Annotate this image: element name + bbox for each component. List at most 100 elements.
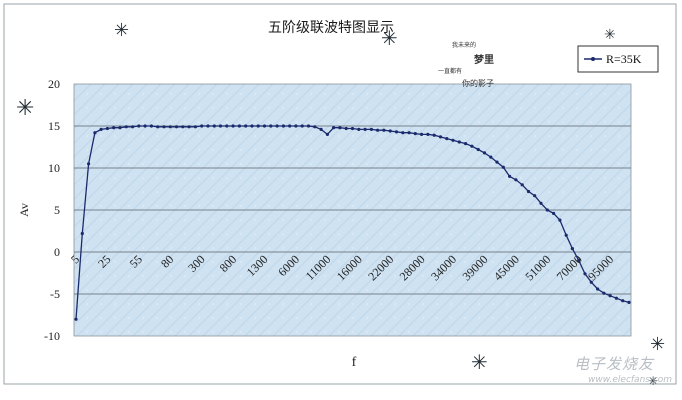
legend-label: R=35K [606,52,642,66]
snowflake-icon: ✳ [604,27,616,43]
data-point [596,287,600,291]
legend-marker [591,57,595,61]
data-point [294,124,298,128]
data-point [118,126,122,130]
snowflake-icon: ✳ [16,96,35,121]
data-point [627,300,631,304]
y-tick-label: 0 [54,245,60,259]
data-point [168,125,172,129]
data-point [250,124,254,128]
data-point [212,124,216,128]
data-point [338,126,342,130]
data-point [489,155,493,159]
data-point [262,124,267,128]
data-point [608,294,612,298]
data-point [464,142,468,146]
data-point [112,126,116,130]
data-point [288,124,292,128]
data-point [306,124,311,128]
snowflake-icon: ✳ [381,26,398,50]
data-point [533,194,537,198]
data-point [156,125,160,129]
data-point [225,124,229,128]
data-point [344,126,348,131]
data-point [388,129,392,133]
handwriting-line-2: 梦里 [474,55,494,66]
data-point [438,135,443,139]
y-tick-label: 15 [48,119,60,133]
data-point [237,124,241,128]
data-point [281,124,285,128]
data-point [514,178,518,182]
data-point [589,280,593,284]
snowflake-icon: ✳ [471,350,488,374]
data-point [420,132,424,136]
watermark-text: 电子发烧友 [574,355,655,373]
data-point [105,126,109,131]
data-point [539,201,543,205]
data-point [137,124,141,128]
data-point [131,125,135,129]
y-axis-label: Av [17,203,31,217]
data-point [93,131,97,135]
data-point [564,233,568,237]
data-point [470,144,474,148]
data-point [99,127,103,131]
data-point [501,165,505,169]
data-point [407,131,411,135]
data-point [193,125,197,129]
x-axis-label: f [352,355,357,370]
data-point [570,247,575,251]
data-point [552,211,556,215]
data-point [382,128,386,132]
legend: R=35K [577,45,659,73]
series-r35k [74,124,631,321]
data-point [143,124,147,128]
data-point [426,132,430,136]
data-point [621,299,625,303]
data-point [256,124,260,128]
data-point [520,183,524,187]
data-point [508,174,512,178]
y-tick-label: 10 [48,161,60,175]
snowflake-icon: ✳ [650,334,666,355]
data-point [350,126,355,131]
y-tick-label: -10 [44,329,60,343]
data-point [376,128,380,132]
handwriting-line-4: 你的影子 [462,79,494,88]
data-point [401,131,405,135]
watermark-url: www.elecfans.com [588,375,673,385]
data-point [319,127,323,131]
data-point [124,125,128,129]
data-point [476,147,480,152]
data-point [206,124,210,128]
data-point [526,189,531,194]
data-point [495,160,499,164]
data-point [269,124,273,128]
data-point [357,127,361,131]
data-point [602,291,606,295]
data-point [275,124,279,128]
data-point [181,125,185,129]
snowflake-icon: ✳ [648,374,659,388]
data-point [200,124,204,128]
data-point [482,151,487,155]
data-point [432,133,436,137]
y-tick-label: -5 [50,287,60,301]
data-point [187,125,191,129]
data-point [558,218,562,222]
chart-title: 五阶级联波特图显示 [268,20,394,36]
data-point [244,124,248,128]
data-point [583,272,587,276]
data-point [394,130,399,134]
data-point [545,208,549,212]
data-point [445,137,449,141]
data-point [74,317,78,321]
data-point [174,125,179,129]
data-point [313,125,317,129]
y-tick-labels: -10 -5 0 5 10 15 20 [44,77,60,343]
data-point [369,127,373,131]
data-point [363,127,367,131]
data-point [231,124,235,128]
data-point [325,132,329,136]
